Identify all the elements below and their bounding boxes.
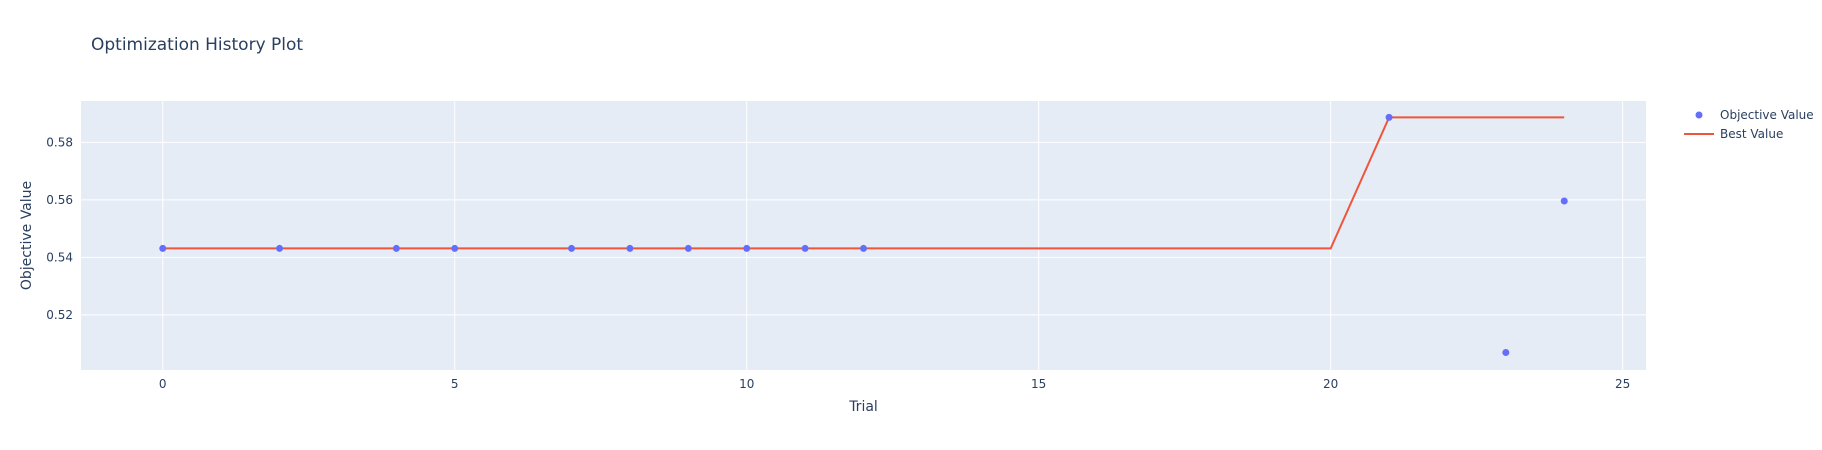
objective-value-point <box>392 244 400 252</box>
legend-label-objective-value: Objective Value <box>1720 108 1814 122</box>
objective-value-point <box>276 244 284 252</box>
x-axis-ticks: 0 5 10 15 20 25 <box>159 377 1630 391</box>
legend-marker-objective-value <box>1695 111 1703 119</box>
x-tick-label: 10 <box>739 377 754 391</box>
y-axis-title: Objective Value <box>19 181 35 290</box>
objective-value-point <box>1502 348 1510 356</box>
objective-value-point <box>159 244 167 252</box>
legend[interactable]: Objective Value Best Value <box>1684 108 1814 141</box>
objective-value-point <box>1385 113 1393 121</box>
x-tick-label: 0 <box>159 377 167 391</box>
objective-value-point <box>743 244 751 252</box>
objective-value-point <box>801 244 809 252</box>
x-tick-label: 25 <box>1615 377 1630 391</box>
objective-value-point <box>1560 197 1568 205</box>
y-axis-ticks: 0.52 0.54 0.56 0.58 <box>46 135 73 321</box>
y-tick-label: 0.58 <box>46 135 73 149</box>
objective-value-point <box>626 244 634 252</box>
objective-value-point <box>860 244 867 252</box>
plot-area <box>81 101 1646 370</box>
legend-item-best-value[interactable]: Best Value <box>1684 127 1783 141</box>
x-tick-label: 15 <box>1031 377 1046 391</box>
x-axis-title: Trial <box>848 399 878 415</box>
legend-label-best-value: Best Value <box>1720 127 1783 141</box>
legend-item-objective-value[interactable]: Objective Value <box>1695 108 1814 122</box>
grid-lines <box>81 101 1646 370</box>
objective-value-point <box>684 244 692 252</box>
y-tick-label: 0.56 <box>46 193 73 207</box>
objective-value-point <box>451 244 459 252</box>
objective-value-points <box>159 113 1568 356</box>
x-tick-label: 20 <box>1323 377 1338 391</box>
chart-title: Optimization History Plot <box>91 35 303 55</box>
x-tick-label: 5 <box>451 377 459 391</box>
y-tick-label: 0.52 <box>46 308 73 322</box>
objective-value-point <box>568 244 576 252</box>
y-tick-label: 0.54 <box>46 250 73 264</box>
